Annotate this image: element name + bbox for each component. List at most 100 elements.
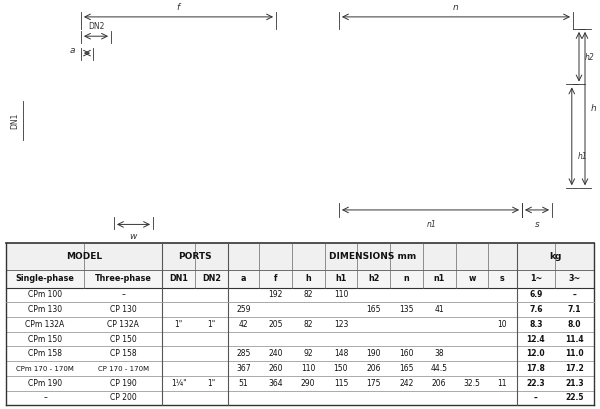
Text: a: a (241, 274, 246, 283)
Bar (6, 270, 594, 288)
Bar (6, 243, 594, 270)
Text: 42: 42 (239, 320, 248, 329)
Text: 82: 82 (304, 320, 313, 329)
Text: DN1: DN1 (11, 112, 19, 129)
Text: h1: h1 (578, 152, 587, 162)
Text: –: – (573, 290, 577, 299)
Text: 10: 10 (497, 320, 507, 329)
Text: kg: kg (549, 252, 562, 261)
Text: n1: n1 (427, 220, 437, 229)
Text: 51: 51 (239, 379, 248, 388)
Text: DN2: DN2 (88, 22, 104, 31)
Text: n1: n1 (434, 274, 445, 283)
Text: –: – (43, 393, 47, 402)
Text: CPm 170 - 170M: CPm 170 - 170M (16, 366, 74, 371)
Text: 6.9: 6.9 (529, 290, 542, 299)
Text: 1¼": 1¼" (171, 379, 187, 388)
Text: 12.0: 12.0 (527, 349, 545, 358)
Text: f: f (274, 274, 277, 283)
Text: Three-phase: Three-phase (95, 274, 152, 283)
Text: h: h (305, 274, 311, 283)
Text: PORTS: PORTS (178, 252, 212, 261)
Text: 364: 364 (268, 379, 283, 388)
Text: 175: 175 (367, 379, 381, 388)
Text: 110: 110 (301, 364, 316, 373)
Text: 206: 206 (367, 364, 381, 373)
Text: CPm 132A: CPm 132A (25, 320, 65, 329)
Text: 38: 38 (434, 349, 444, 358)
Text: 3~: 3~ (569, 274, 581, 283)
Text: 17.2: 17.2 (565, 364, 584, 373)
Text: 8.3: 8.3 (529, 320, 542, 329)
Text: a: a (70, 46, 76, 55)
Text: w: w (468, 274, 476, 283)
Text: CPm 100: CPm 100 (28, 290, 62, 299)
Text: DIMENSIONS mm: DIMENSIONS mm (329, 252, 416, 261)
Text: 285: 285 (236, 349, 251, 358)
Text: 206: 206 (432, 379, 446, 388)
Text: 22.5: 22.5 (565, 393, 584, 402)
Text: CPm 130: CPm 130 (28, 305, 62, 314)
Text: 7.6: 7.6 (529, 305, 542, 314)
Text: MODEL: MODEL (66, 252, 102, 261)
Text: 11.4: 11.4 (565, 335, 584, 344)
Text: 259: 259 (236, 305, 251, 314)
Text: 192: 192 (268, 290, 283, 299)
Text: CP 130: CP 130 (110, 305, 137, 314)
Text: 8.0: 8.0 (568, 320, 581, 329)
Text: 11.0: 11.0 (565, 349, 584, 358)
Text: 1": 1" (208, 379, 215, 388)
Text: 205: 205 (268, 320, 283, 329)
Text: 115: 115 (334, 379, 348, 388)
Text: 1~: 1~ (530, 274, 542, 283)
Text: CPm 150: CPm 150 (28, 335, 62, 344)
Text: CP 132A: CP 132A (107, 320, 139, 329)
Text: n: n (453, 3, 459, 12)
Text: 240: 240 (268, 349, 283, 358)
Text: 150: 150 (334, 364, 348, 373)
Text: 110: 110 (334, 290, 348, 299)
Text: 290: 290 (301, 379, 316, 388)
Text: 160: 160 (399, 349, 413, 358)
Text: 7.1: 7.1 (568, 305, 581, 314)
Text: 11: 11 (498, 379, 507, 388)
Text: 242: 242 (399, 379, 413, 388)
Text: 21.3: 21.3 (565, 379, 584, 388)
Text: CP 170 - 170M: CP 170 - 170M (98, 366, 149, 371)
Text: 1": 1" (208, 320, 215, 329)
Text: h2: h2 (585, 54, 595, 63)
Text: 165: 165 (399, 364, 413, 373)
Text: –: – (121, 290, 125, 299)
Text: s: s (535, 220, 539, 229)
Text: 190: 190 (367, 349, 381, 358)
Text: h: h (591, 104, 597, 113)
Text: h1: h1 (335, 274, 347, 283)
Text: CP 150: CP 150 (110, 335, 137, 344)
Text: 32.5: 32.5 (463, 379, 481, 388)
Text: 22.3: 22.3 (527, 379, 545, 388)
Text: DN1: DN1 (169, 274, 188, 283)
Text: 17.8: 17.8 (527, 364, 545, 373)
Text: 41: 41 (434, 305, 444, 314)
Text: 92: 92 (304, 349, 313, 358)
Text: s: s (500, 274, 505, 283)
Text: f: f (176, 3, 180, 12)
Text: CP 200: CP 200 (110, 393, 137, 402)
Text: CPm 190: CPm 190 (28, 379, 62, 388)
Text: 135: 135 (399, 305, 413, 314)
Text: CPm 158: CPm 158 (28, 349, 62, 358)
Text: 12.4: 12.4 (527, 335, 545, 344)
Text: 367: 367 (236, 364, 251, 373)
Text: 82: 82 (304, 290, 313, 299)
Text: 1": 1" (175, 320, 183, 329)
Text: Single-phase: Single-phase (16, 274, 74, 283)
Text: n: n (404, 274, 409, 283)
Text: DN2: DN2 (202, 274, 221, 283)
Text: CP 158: CP 158 (110, 349, 137, 358)
Text: CP 190: CP 190 (110, 379, 137, 388)
Text: h2: h2 (368, 274, 379, 283)
Text: 123: 123 (334, 320, 348, 329)
Text: 165: 165 (367, 305, 381, 314)
Text: 44.5: 44.5 (431, 364, 448, 373)
Text: 260: 260 (268, 364, 283, 373)
